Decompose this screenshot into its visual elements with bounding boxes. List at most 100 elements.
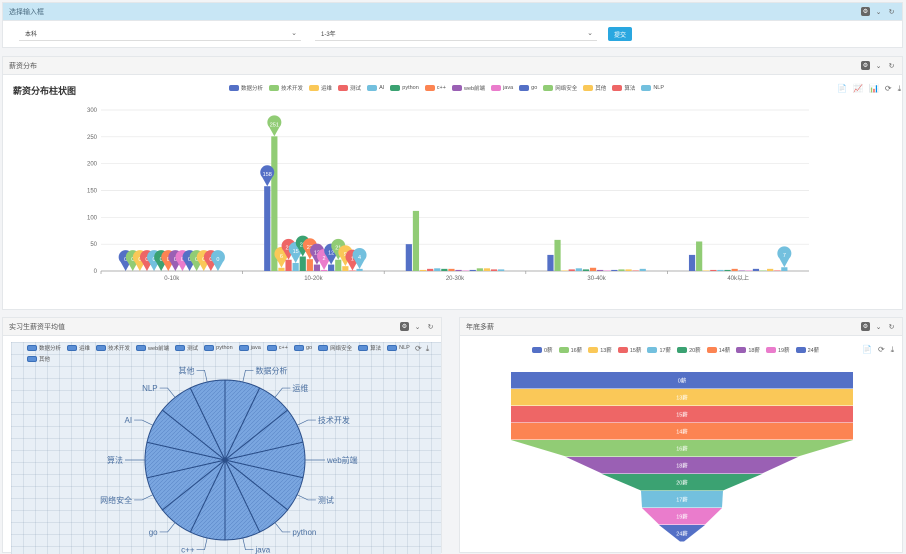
legend-label: 24薪 <box>807 348 820 354</box>
bar-40k--5 <box>724 269 731 271</box>
legend-item[interactable]: web前端 <box>136 344 169 352</box>
degree-select[interactable]: 本科 ⌄ <box>19 27 301 41</box>
experience-select-value: 1-3年 <box>321 32 336 38</box>
bar-20-30k-4 <box>434 268 441 271</box>
legend-item[interactable]: 0薪 <box>532 346 553 354</box>
legend-swatch <box>238 345 249 351</box>
x-tick-label: 0-10k <box>164 276 180 282</box>
legend-item[interactable]: 13薪 <box>588 346 612 354</box>
refresh-icon[interactable]: ↻ <box>888 8 895 16</box>
refresh-icon[interactable]: ↻ <box>427 323 434 331</box>
legend-item[interactable]: c++ <box>424 85 446 91</box>
legend-item[interactable]: 24薪 <box>795 346 820 354</box>
bar-40k--11 <box>767 268 774 271</box>
bar-30-40k-10 <box>618 269 625 271</box>
legend-item[interactable]: 17薪 <box>647 346 671 354</box>
x-tick-label: 20-30k <box>446 276 465 282</box>
data-view-icon[interactable]: 📄 <box>862 345 872 354</box>
legend-item[interactable]: 网络安全 <box>318 344 352 352</box>
legend-item[interactable]: 14薪 <box>706 346 730 354</box>
legend-swatch <box>318 345 329 351</box>
bar-marker-pin <box>777 246 792 268</box>
collapse-icon[interactable]: ⌄ <box>875 8 882 16</box>
pie-label-line <box>134 419 154 426</box>
legend-item[interactable]: 算法 <box>612 84 635 92</box>
legend-swatch <box>387 345 398 351</box>
legend-label: 15薪 <box>629 348 642 354</box>
legend-item[interactable]: 网络安全 <box>543 84 577 92</box>
restore-icon[interactable]: ⟳ <box>415 344 422 353</box>
legend-label: 数据分析 <box>39 346 62 352</box>
experience-select[interactable]: 1-3年 ⌄ <box>315 27 597 41</box>
bar-40k--0 <box>688 254 696 271</box>
legend-swatch <box>543 85 554 91</box>
bar-marker-label: 21 <box>285 246 291 252</box>
legend-swatch <box>736 347 747 353</box>
legend-item[interactable]: 算法 <box>358 344 381 352</box>
bar-chart-icon[interactable]: 📊 <box>868 84 879 93</box>
bar-30-40k-8 <box>604 270 611 271</box>
bar-10-20k-3 <box>285 259 292 271</box>
bar-30-40k-13 <box>639 268 646 271</box>
download-icon[interactable]: ⤓ <box>890 345 895 354</box>
legend-item[interactable]: c++ <box>266 344 288 352</box>
refresh-icon[interactable]: ↻ <box>888 323 895 331</box>
legend-item[interactable]: 其他 <box>27 355 50 363</box>
legend-item[interactable]: python <box>390 85 419 91</box>
collapse-icon[interactable]: ⌄ <box>414 323 421 331</box>
legend-item[interactable]: 其他 <box>583 84 606 92</box>
legend-swatch <box>269 85 280 91</box>
legend-item[interactable]: 15薪 <box>617 346 642 354</box>
legend-item[interactable]: NLP <box>387 344 410 352</box>
legend-item[interactable]: 运维 <box>67 344 90 352</box>
legend-item[interactable]: 运维 <box>309 84 332 92</box>
bar-marker-label: 2 <box>323 256 326 262</box>
legend-item[interactable]: 19薪 <box>765 346 790 354</box>
bar-30-40k-6 <box>589 267 597 271</box>
bar-10-20k-10 <box>335 259 342 271</box>
bar-marker-label: 4 <box>358 255 361 261</box>
bar-40k--4 <box>717 269 724 271</box>
legend-item[interactable]: 测试 <box>338 84 361 92</box>
legend-item[interactable]: python <box>204 344 233 352</box>
years-panel-header: 年底多薪 ⚙ ⌄ ↻ <box>460 318 902 336</box>
bar-20-30k-13 <box>498 269 505 271</box>
download-icon[interactable]: ⤓ <box>897 84 902 93</box>
legend-item[interactable]: go <box>519 85 537 91</box>
legend-item[interactable]: web前端 <box>451 84 485 92</box>
legend-item[interactable]: go <box>293 344 312 352</box>
download-icon[interactable]: ⤓ <box>425 344 430 353</box>
gear-icon[interactable]: ⚙ <box>861 322 870 331</box>
legend-item[interactable]: 20薪 <box>677 346 701 354</box>
legend-item[interactable]: 技术开发 <box>96 344 130 352</box>
legend-item[interactable]: java <box>491 85 513 91</box>
pie-label: 其他 <box>179 365 195 375</box>
legend-item[interactable]: 16薪 <box>558 346 582 354</box>
legend-item[interactable]: 18薪 <box>736 346 760 354</box>
legend-item[interactable]: java <box>238 344 261 352</box>
refresh-icon[interactable]: ↻ <box>888 62 895 70</box>
legend-swatch <box>677 347 688 353</box>
legend-item[interactable]: AI <box>367 85 384 91</box>
bar-chart-legend: 数据分析 技术开发 运维 测试 AI python c++ web前端 java go 网络安全 其他… <box>229 84 664 92</box>
submit-button[interactable]: 提交 <box>608 27 632 41</box>
collapse-icon[interactable]: ⌄ <box>875 62 882 70</box>
legend-item[interactable]: 数据分析 <box>229 84 263 92</box>
collapse-icon[interactable]: ⌄ <box>875 323 882 331</box>
legend-item[interactable]: 技术开发 <box>269 84 303 92</box>
bar-marker-label: 1 <box>351 256 354 262</box>
legend-item[interactable]: 测试 <box>175 344 198 352</box>
gear-icon[interactable]: ⚙ <box>400 322 409 331</box>
restore-icon[interactable]: ⟳ <box>877 345 885 354</box>
bar-marker-label: 0 <box>195 257 198 263</box>
gear-icon[interactable]: ⚙ <box>861 61 870 70</box>
data-view-icon[interactable]: 📄 <box>837 84 847 93</box>
line-chart-icon[interactable]: 📈 <box>852 84 863 93</box>
restore-icon[interactable]: ⟳ <box>884 84 892 93</box>
legend-item[interactable]: NLP <box>641 85 664 91</box>
gear-icon[interactable]: ⚙ <box>861 7 870 16</box>
y-tick-label: 300 <box>87 108 98 114</box>
pie-label: go <box>149 528 158 537</box>
y-tick-label: 250 <box>87 135 98 141</box>
legend-item[interactable]: 数据分析 <box>27 344 61 352</box>
